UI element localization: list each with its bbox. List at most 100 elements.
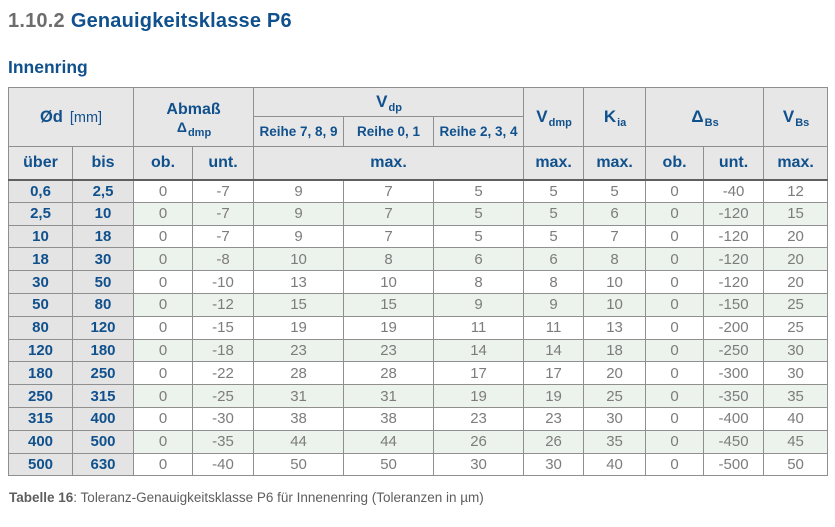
table-row: 180 250 0 -22 28 28 17 17 20 0 -300 30	[8, 361, 829, 386]
tolerance-value-cell: 0	[645, 429, 705, 454]
qualifier-max-vdmp: max.	[523, 146, 585, 181]
table-row: 250 315 0 -25 31 31 19 19 25 0 -350 35	[8, 384, 829, 408]
tolerance-value-cell: 7	[343, 179, 435, 203]
tolerance-value-cell: -250	[703, 338, 765, 363]
tolerance-value-cell: 6	[583, 201, 647, 226]
table-header: Ød [mm] Abmaß Δdmp Vdp Vdmp Kia ΔBs	[7, 87, 829, 181]
kia-subscript: ia	[617, 117, 627, 129]
col-header-reihe-789: Reihe 7, 8, 9	[253, 116, 345, 147]
tolerance-value-cell: 13	[253, 270, 345, 294]
tolerance-value-cell: 38	[343, 406, 435, 431]
diameter-range-cell: 10	[71, 201, 135, 226]
tolerance-value-cell: 12	[763, 179, 829, 203]
tolerance-value-cell: -7	[192, 201, 255, 226]
table-row: 500 630 0 -40 50 50 30 30 40 0 -500 50	[8, 452, 829, 477]
tolerance-value-cell: -120	[703, 224, 765, 249]
tolerance-value-cell: 20	[583, 361, 647, 386]
tolerance-value-cell: -25	[192, 384, 255, 408]
diameter-range-cell: 2,5	[71, 179, 135, 203]
tolerance-value-cell: 15	[763, 201, 829, 226]
tolerance-value-cell: 35	[583, 429, 647, 454]
tolerance-value-cell: 5	[433, 201, 525, 226]
tolerance-value-cell: 0	[645, 224, 705, 249]
tolerance-value-cell: 25	[763, 292, 829, 317]
tolerance-value-cell: 38	[253, 406, 345, 431]
tolerance-value-cell: 5	[523, 224, 585, 249]
tolerance-value-cell: -7	[192, 179, 255, 203]
diameter-range-cell: 180	[71, 338, 135, 363]
tolerance-value-cell: 0	[133, 292, 194, 317]
tolerance-value-cell: -7	[192, 224, 255, 249]
tolerance-value-cell: 25	[763, 315, 829, 340]
tolerance-value-cell: 6	[433, 247, 525, 272]
kia-symbol: K	[603, 107, 617, 126]
abmass-label: Abmaß	[166, 100, 221, 118]
qualifier-unt: unt.	[192, 146, 255, 181]
tolerance-value-cell: 0	[133, 384, 194, 408]
diameter-range-cell: 30	[8, 270, 73, 294]
tolerance-value-cell: 20	[763, 224, 829, 249]
delta-dmp-subscript: dmp	[187, 126, 212, 139]
tolerance-value-cell: -10	[192, 270, 255, 294]
tolerance-value-cell: 18	[583, 338, 647, 363]
table-row: 400 500 0 -35 44 44 26 26 35 0 -450 45	[8, 429, 829, 454]
diameter-range-cell: 2,5	[8, 201, 73, 226]
tolerance-value-cell: -500	[703, 452, 765, 477]
tolerance-value-cell: 15	[253, 292, 345, 317]
table-row: 50 80 0 -12 15 15 9 9 10 0 -150 25	[8, 292, 829, 317]
tolerance-value-cell: 8	[523, 270, 585, 294]
diameter-symbol: Ød	[39, 107, 63, 126]
tolerance-value-cell: -450	[703, 429, 765, 454]
col-header-reihe-234: Reihe 2, 3, 4	[433, 116, 525, 147]
tolerance-value-cell: 9	[253, 179, 345, 203]
tolerance-value-cell: -150	[703, 292, 765, 317]
tolerance-value-cell: 0	[645, 406, 705, 431]
tolerance-value-cell: -30	[192, 406, 255, 431]
vdp-symbol: V	[376, 92, 388, 111]
tolerance-value-cell: -40	[703, 179, 765, 203]
tolerance-value-cell: -120	[703, 247, 765, 272]
diameter-range-cell: 30	[71, 247, 135, 272]
tolerance-value-cell: 35	[763, 384, 829, 408]
tolerance-value-cell: 31	[253, 384, 345, 408]
tolerance-value-cell: 23	[523, 406, 585, 431]
tolerance-value-cell: 5	[433, 179, 525, 203]
tolerance-value-cell: 10	[253, 247, 345, 272]
tolerance-value-cell: 14	[433, 338, 525, 363]
tolerance-value-cell: 19	[253, 315, 345, 340]
tolerance-value-cell: 14	[523, 338, 585, 363]
tolerance-value-cell: 0	[133, 201, 194, 226]
document-page: 1.10.2 Genauigkeitsklasse P6 Innenring Ød…	[7, 10, 829, 505]
delta-bs-symbol: Δ	[691, 107, 704, 126]
diameter-range-cell: 80	[71, 292, 135, 317]
tolerance-value-cell: 30	[583, 406, 647, 431]
col-header-delta-bs: ΔBs	[645, 87, 765, 147]
tolerance-value-cell: 31	[343, 384, 435, 408]
qualifier-bis: bis	[71, 146, 135, 181]
tolerance-value-cell: 19	[343, 315, 435, 340]
tolerance-value-cell: -22	[192, 361, 255, 386]
tolerance-value-cell: 0	[645, 201, 705, 226]
diameter-range-cell: 50	[8, 292, 73, 317]
tolerance-value-cell: 40	[583, 452, 647, 477]
tolerance-value-cell: 28	[253, 361, 345, 386]
tolerance-value-cell: 23	[433, 406, 525, 431]
tolerance-value-cell: 23	[343, 338, 435, 363]
col-header-diameter: Ød [mm]	[7, 87, 135, 147]
table-row: 120 180 0 -18 23 23 14 14 18 0 -250 30	[8, 338, 829, 363]
tolerance-value-cell: 15	[343, 292, 435, 317]
diameter-range-cell: 500	[71, 429, 135, 454]
diameter-range-cell: 250	[71, 361, 135, 386]
vdp-subscript: dp	[388, 102, 402, 114]
tolerance-value-cell: 5	[523, 201, 585, 226]
tolerance-value-cell: 17	[523, 361, 585, 386]
tolerance-value-cell: -400	[703, 406, 765, 431]
tolerance-value-cell: 28	[343, 361, 435, 386]
tolerance-value-cell: 0	[645, 315, 705, 340]
tolerance-value-cell: 8	[433, 270, 525, 294]
qualifier-max-vbs: max.	[763, 146, 829, 181]
tolerance-value-cell: -120	[703, 270, 765, 294]
col-header-vdp: Vdp	[253, 87, 525, 117]
tolerance-value-cell: 9	[253, 224, 345, 249]
tolerance-value-cell: 0	[133, 452, 194, 477]
